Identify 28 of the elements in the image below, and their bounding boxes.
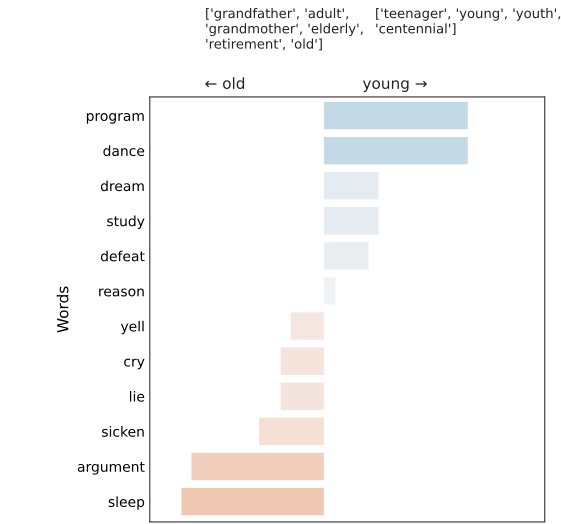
text: ['grandfather', 'adult', 'grandmother', 'elderly', 'retirement', 'old'] <box>206 8 363 50</box>
bar <box>324 242 368 270</box>
y-tick-label: cry <box>124 358 145 370</box>
bar <box>324 136 468 164</box>
bar <box>324 102 468 130</box>
y-tick-label: reason <box>99 288 144 296</box>
y-tick-label: program <box>86 113 144 124</box>
y-tick-label: sleep <box>108 496 144 510</box>
bar <box>181 488 324 516</box>
y-tick-label: dream <box>100 180 144 192</box>
y-tick-label: study <box>107 216 145 229</box>
y-tick-label: sicken <box>102 426 144 437</box>
text: young → <box>362 80 427 92</box>
y-tick-label: lie <box>130 391 144 402</box>
text: ← old <box>205 77 244 90</box>
y-tick-label: yell <box>120 320 144 334</box>
text: ['teenager', 'young', 'youth', 'centennial'] <box>376 8 560 36</box>
bar <box>324 172 379 200</box>
y-tick-label: defeat <box>100 250 145 262</box>
y-tick-label: dance <box>103 145 144 156</box>
bar <box>192 452 324 480</box>
bar <box>290 312 324 340</box>
bar <box>280 382 324 410</box>
bar <box>259 418 324 446</box>
bar <box>324 207 379 234</box>
bar <box>280 347 324 375</box>
y-axis-title: Words <box>56 286 68 333</box>
y-tick-label: argument <box>78 462 145 475</box>
